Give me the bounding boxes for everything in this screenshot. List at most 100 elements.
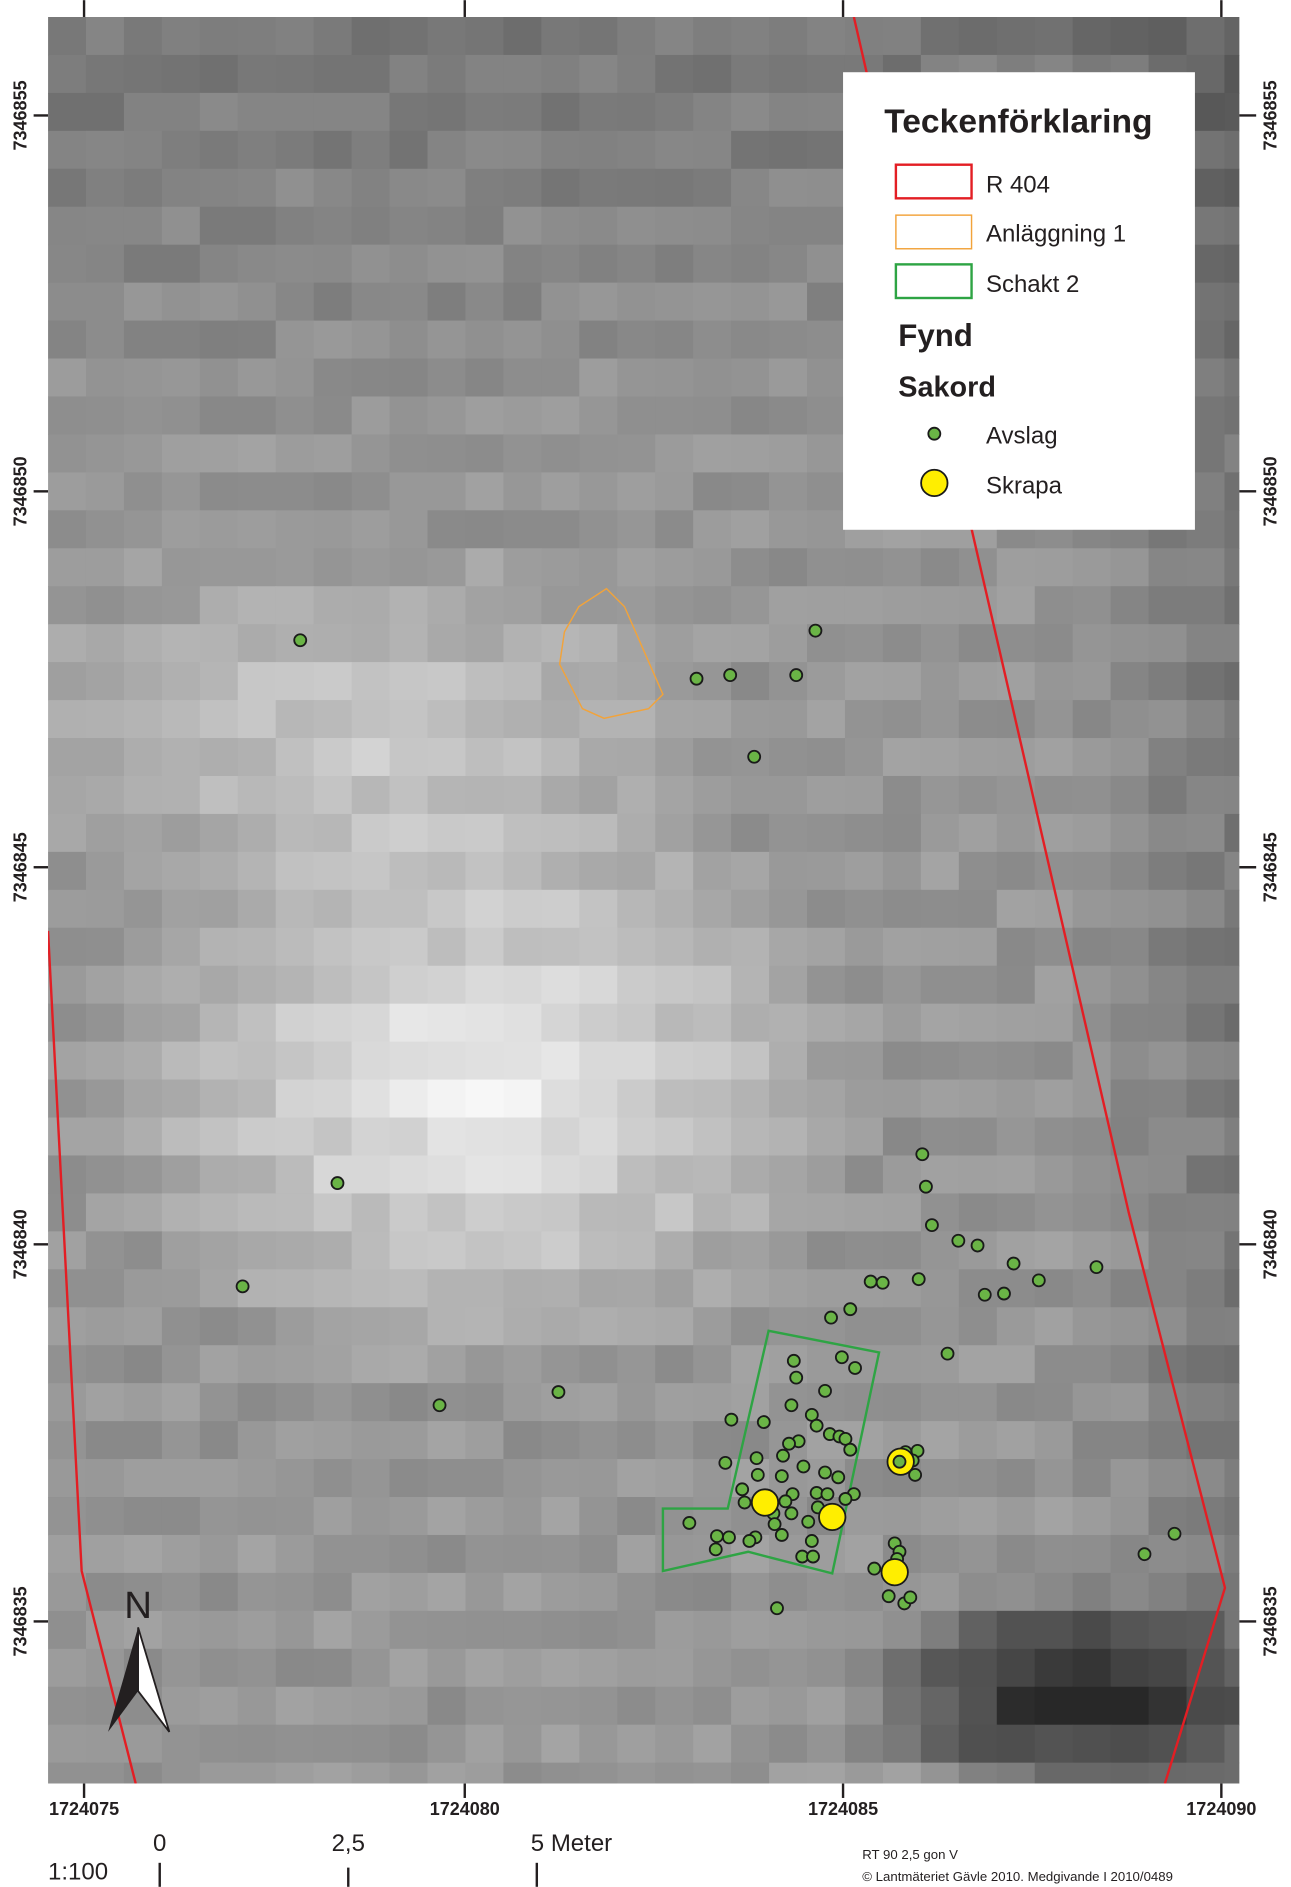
raster-cell bbox=[807, 662, 846, 701]
raster-cell bbox=[579, 1649, 618, 1688]
raster-cell bbox=[769, 890, 808, 929]
raster-cell bbox=[428, 1649, 467, 1688]
raster-cell bbox=[997, 624, 1036, 663]
raster-cell bbox=[352, 1307, 391, 1346]
raster-cell bbox=[86, 1004, 125, 1043]
raster-cell bbox=[503, 472, 542, 511]
raster-cell bbox=[1224, 1042, 1263, 1081]
raster-cell bbox=[465, 93, 504, 132]
raster-cell bbox=[1149, 1155, 1188, 1194]
raster-cell bbox=[48, 396, 87, 435]
raster-cell bbox=[428, 1269, 467, 1308]
raster-cell bbox=[390, 434, 429, 473]
raster-cell bbox=[845, 852, 884, 891]
raster-cell bbox=[503, 1421, 542, 1460]
raster-cell bbox=[162, 1004, 201, 1043]
raster-cell bbox=[731, 1307, 770, 1346]
raster-cell bbox=[731, 1763, 770, 1802]
raster-cell bbox=[352, 321, 391, 360]
raster-cell bbox=[1073, 586, 1112, 625]
raster-cell bbox=[541, 207, 580, 246]
raster-cell bbox=[352, 814, 391, 853]
raster-cell bbox=[541, 1269, 580, 1308]
raster-cell bbox=[1224, 1573, 1263, 1612]
raster-cell bbox=[48, 1763, 87, 1802]
raster-cell bbox=[1073, 1611, 1112, 1650]
raster-cell bbox=[200, 852, 239, 891]
raster-cell bbox=[959, 1080, 998, 1119]
raster-cell bbox=[1187, 738, 1226, 777]
raster-cell bbox=[579, 1345, 618, 1384]
raster-cell bbox=[200, 1269, 239, 1308]
raster-cell bbox=[86, 169, 125, 208]
raster-cell bbox=[997, 814, 1036, 853]
raster-cell bbox=[617, 93, 656, 132]
legend-heading: Fynd bbox=[898, 318, 973, 353]
raster-cell bbox=[86, 776, 125, 815]
raster-cell bbox=[541, 890, 580, 929]
raster-cell bbox=[655, 1118, 694, 1157]
raster-cell bbox=[655, 890, 694, 929]
raster-cell bbox=[162, 434, 201, 473]
raster-cell bbox=[162, 1155, 201, 1194]
raster-cell bbox=[921, 1421, 960, 1460]
raster-cell bbox=[390, 1421, 429, 1460]
raster-cell bbox=[997, 890, 1036, 929]
raster-cell bbox=[465, 1231, 504, 1270]
raster-cell bbox=[314, 700, 353, 739]
raster-cell bbox=[769, 434, 808, 473]
raster-cell bbox=[731, 548, 770, 587]
raster-cell bbox=[465, 1459, 504, 1498]
raster-cell bbox=[1187, 1421, 1226, 1460]
raster-cell bbox=[769, 852, 808, 891]
raster-cell bbox=[314, 472, 353, 511]
raster-cell bbox=[959, 966, 998, 1005]
raster-cell bbox=[1035, 1307, 1074, 1346]
raster-cell bbox=[200, 245, 239, 284]
raster-cell bbox=[428, 510, 467, 549]
raster-cell bbox=[655, 814, 694, 853]
raster-cell bbox=[617, 966, 656, 1005]
raster-cell bbox=[1224, 776, 1263, 815]
raster-cell bbox=[200, 131, 239, 170]
raster-cell bbox=[124, 131, 163, 170]
raster-cell bbox=[769, 928, 808, 967]
raster-cell bbox=[200, 1383, 239, 1422]
raster-cell bbox=[238, 1307, 277, 1346]
raster-cell bbox=[314, 1307, 353, 1346]
find-flake bbox=[807, 1551, 819, 1563]
raster-cell bbox=[276, 359, 315, 398]
raster-cell bbox=[238, 1573, 277, 1612]
raster-cell bbox=[390, 1725, 429, 1764]
raster-cell bbox=[807, 17, 846, 56]
raster-cell bbox=[1035, 1573, 1074, 1612]
raster-cell bbox=[1224, 1307, 1263, 1346]
find-flake bbox=[743, 1535, 755, 1547]
raster-cell bbox=[465, 966, 504, 1005]
raster-cell bbox=[1149, 1118, 1188, 1157]
raster-cell bbox=[503, 1497, 542, 1536]
raster-cell bbox=[238, 548, 277, 587]
raster-cell bbox=[162, 928, 201, 967]
raster-cell bbox=[541, 1345, 580, 1384]
raster-cell bbox=[200, 1649, 239, 1688]
raster-cell bbox=[86, 1573, 125, 1612]
find-flake bbox=[819, 1467, 831, 1479]
raster-cell bbox=[1035, 1193, 1074, 1232]
raster-cell bbox=[465, 207, 504, 246]
raster-cell bbox=[276, 1155, 315, 1194]
raster-cell bbox=[48, 1345, 87, 1384]
raster-cell bbox=[1111, 1080, 1150, 1119]
raster-cell bbox=[162, 1687, 201, 1726]
raster-cell bbox=[883, 1383, 922, 1422]
raster-cell bbox=[465, 1155, 504, 1194]
find-flake bbox=[294, 634, 306, 646]
raster-cell bbox=[390, 396, 429, 435]
find-scraper bbox=[752, 1489, 778, 1515]
raster-cell bbox=[162, 396, 201, 435]
raster-cell bbox=[124, 1383, 163, 1422]
raster-cell bbox=[617, 510, 656, 549]
raster-cell bbox=[465, 472, 504, 511]
raster-cell bbox=[807, 359, 846, 398]
raster-cell bbox=[238, 1649, 277, 1688]
